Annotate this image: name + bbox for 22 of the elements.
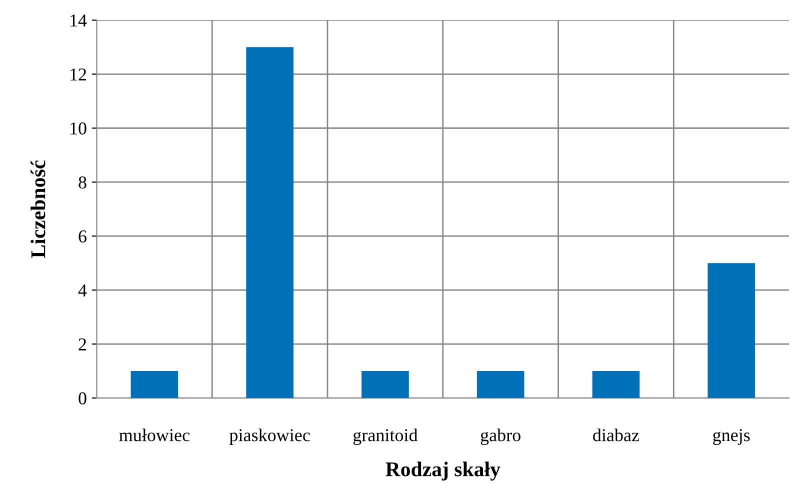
bar — [130, 371, 178, 398]
y-tick-label: 6 — [78, 230, 86, 243]
bar — [476, 371, 524, 398]
y-tick-label: 8 — [78, 176, 86, 189]
y-tick-label: 4 — [78, 284, 87, 296]
y-tick-label: 14 — [70, 14, 87, 26]
y-tick-label: 12 — [70, 68, 86, 80]
y-tick-label: 0 — [78, 392, 86, 404]
x-tick-label: piaskowiec — [229, 428, 310, 445]
x-tick-label: gabro — [480, 428, 520, 446]
bar — [708, 263, 755, 398]
bar — [362, 371, 409, 398]
x-tick-label: diabaz — [593, 428, 640, 442]
y-tick-label: 2 — [78, 338, 86, 350]
y-axis-title: Liczebność — [30, 160, 46, 258]
x-tick-label: granitoid — [353, 428, 418, 446]
x-axis-title: Rodzaj skały — [386, 462, 500, 481]
x-tick-label: mułowiec — [119, 428, 190, 442]
bar — [592, 371, 640, 398]
bar — [246, 47, 294, 398]
x-tick-label: gnejs — [713, 429, 750, 445]
y-tick-label: 10 — [70, 122, 86, 135]
